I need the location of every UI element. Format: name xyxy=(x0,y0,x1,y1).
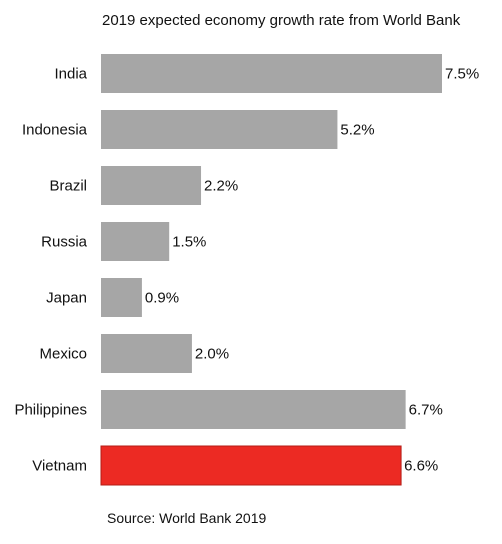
category-label-vietnam: Vietnam xyxy=(32,458,87,475)
category-label-japan: Japan xyxy=(46,290,87,307)
category-label-mexico: Mexico xyxy=(39,346,87,363)
category-label-india: India xyxy=(54,66,87,83)
bar-brazil xyxy=(101,166,202,205)
bar-japan xyxy=(101,278,142,317)
value-label-brazil: 2.2% xyxy=(204,178,238,195)
category-label-russia: Russia xyxy=(41,234,88,251)
category-label-philippines: Philippines xyxy=(14,402,87,419)
bar-philippines xyxy=(101,390,406,429)
value-label-russia: 1.5% xyxy=(172,234,206,251)
source-note: Source: World Bank 2019 xyxy=(107,510,267,526)
value-label-vietnam: 6.6% xyxy=(404,458,438,475)
bar-vietnam xyxy=(100,445,402,486)
category-label-brazil: Brazil xyxy=(49,178,87,195)
bar-indonesia xyxy=(101,110,338,149)
value-label-mexico: 2.0% xyxy=(195,346,229,363)
value-label-india: 7.5% xyxy=(445,66,479,83)
value-label-philippines: 6.7% xyxy=(409,402,443,419)
value-label-japan: 0.9% xyxy=(145,290,179,307)
bar-russia xyxy=(101,222,170,261)
chart-title: 2019 expected economy growth rate from W… xyxy=(102,12,461,29)
value-label-indonesia: 5.2% xyxy=(340,122,374,139)
bar-india xyxy=(101,54,442,93)
bar-mexico xyxy=(101,334,192,373)
category-label-indonesia: Indonesia xyxy=(22,122,88,139)
